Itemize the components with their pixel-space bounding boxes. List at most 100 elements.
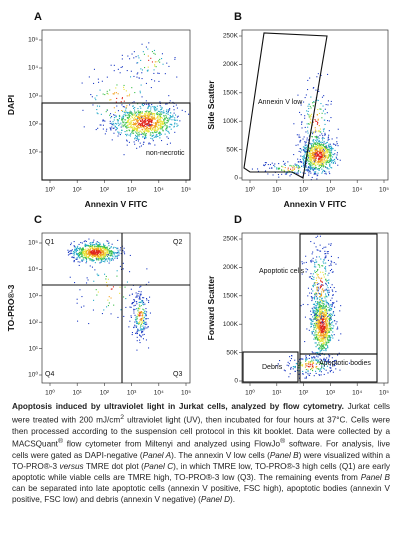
event-dot xyxy=(103,260,105,262)
event-dot xyxy=(317,319,319,321)
event-dot xyxy=(335,144,337,146)
event-dot xyxy=(115,252,117,254)
event-dot xyxy=(316,178,318,180)
event-dot xyxy=(306,139,308,141)
event-dot xyxy=(316,120,318,122)
event-dot xyxy=(309,372,311,374)
event-dot xyxy=(319,352,321,354)
event-dot xyxy=(144,326,146,328)
event-dot xyxy=(148,112,150,114)
y-tick-label: 10⁵ xyxy=(28,240,38,247)
event-dot xyxy=(316,368,318,370)
event-dot xyxy=(322,110,324,112)
event-dot xyxy=(140,107,142,109)
event-dot xyxy=(99,254,101,256)
event-dot xyxy=(95,257,97,259)
event-dot xyxy=(324,344,326,346)
event-dot xyxy=(143,127,145,129)
event-dot xyxy=(113,251,115,253)
event-dot xyxy=(166,126,168,128)
event-dot xyxy=(141,103,143,105)
event-dot xyxy=(75,249,77,251)
event-dot xyxy=(319,158,321,160)
event-dot xyxy=(328,279,330,281)
event-dot xyxy=(159,125,161,127)
event-dot xyxy=(298,367,300,369)
event-dot xyxy=(293,123,295,125)
event-dot xyxy=(324,108,326,110)
event-dot xyxy=(316,139,318,141)
event-dot xyxy=(301,121,303,123)
event-dot xyxy=(126,140,128,142)
event-dot xyxy=(320,325,322,327)
event-dot xyxy=(283,163,285,165)
event-dot xyxy=(321,349,323,351)
event-dot xyxy=(311,292,313,294)
event-dot xyxy=(316,150,318,152)
event-dot xyxy=(306,358,308,360)
event-dot xyxy=(82,247,84,249)
event-dot xyxy=(324,256,326,258)
event-dot xyxy=(297,165,299,167)
event-dot xyxy=(325,304,327,306)
event-dot xyxy=(141,328,143,330)
event-dot xyxy=(125,107,127,109)
event-dot xyxy=(69,250,71,252)
event-dot xyxy=(139,142,141,144)
event-dot xyxy=(77,253,79,255)
event-dot xyxy=(165,116,167,118)
event-dot xyxy=(329,145,331,147)
x-tick-label: 10⁵ xyxy=(181,390,191,397)
event-dot xyxy=(320,316,322,318)
event-dot xyxy=(87,279,89,281)
event-dot xyxy=(322,153,324,155)
event-dot xyxy=(110,129,112,131)
event-dot xyxy=(153,107,155,109)
event-dot xyxy=(315,145,317,147)
event-dot xyxy=(147,66,149,68)
event-dot xyxy=(330,160,332,162)
event-dot xyxy=(100,257,102,259)
event-dot xyxy=(315,291,317,293)
event-dot xyxy=(124,125,126,127)
event-dot xyxy=(314,173,316,175)
event-dot xyxy=(157,121,159,123)
event-dot xyxy=(324,327,326,329)
event-dot xyxy=(314,173,316,175)
event-dot xyxy=(323,95,325,97)
event-dot xyxy=(142,330,144,332)
event-dot xyxy=(129,112,131,114)
event-dot xyxy=(305,148,307,150)
event-dot xyxy=(107,254,109,256)
event-dot xyxy=(326,147,328,149)
event-dot xyxy=(320,332,322,334)
event-dot xyxy=(329,322,331,324)
event-dot xyxy=(316,352,318,354)
event-dot xyxy=(337,145,339,147)
event-dot xyxy=(164,125,166,127)
event-dot xyxy=(308,155,310,157)
event-dot xyxy=(327,148,329,150)
gate-label: Debris xyxy=(262,364,283,371)
event-dot xyxy=(327,332,329,334)
event-dot xyxy=(134,324,136,326)
event-dot xyxy=(281,165,283,167)
event-dot xyxy=(326,167,328,169)
event-dot xyxy=(133,141,135,143)
event-dot xyxy=(143,327,145,329)
event-dot xyxy=(327,291,329,293)
event-dot xyxy=(99,250,101,252)
y-tick-label: 10² xyxy=(29,319,39,326)
event-dot xyxy=(298,166,300,168)
event-dot xyxy=(130,120,132,122)
event-dot xyxy=(153,117,155,119)
event-dot xyxy=(326,290,328,292)
event-dot xyxy=(85,262,87,264)
event-dot xyxy=(274,163,276,165)
event-dot xyxy=(311,333,313,335)
event-dot xyxy=(152,116,154,118)
event-dot xyxy=(315,148,317,150)
event-dot xyxy=(108,258,110,260)
event-dot xyxy=(323,326,325,328)
event-dot xyxy=(318,347,320,349)
